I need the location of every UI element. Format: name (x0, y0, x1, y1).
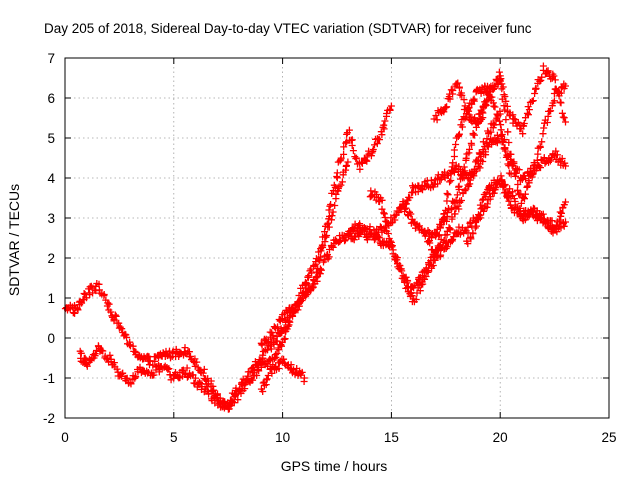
plus-markers (463, 172, 569, 248)
series-track-4 (257, 355, 308, 395)
axis-ticks: 0 5 10 15 20 25 -2 -1 0 1 2 3 4 5 6 7 (43, 51, 617, 445)
y-tick-label: 1 (47, 291, 55, 306)
y-tick-label: 5 (47, 131, 55, 146)
x-tick-label: 15 (384, 430, 399, 445)
y-tick-label: 0 (47, 331, 55, 346)
series-track-10 (430, 68, 569, 207)
plus-markers (430, 68, 569, 207)
y-tick-label: 6 (47, 91, 55, 106)
x-tick-label: 5 (170, 430, 178, 445)
y-tick-label: -1 (43, 371, 55, 386)
series-track-9 (463, 172, 569, 248)
x-tick-label: 10 (275, 430, 290, 445)
x-tick-label: 25 (601, 430, 616, 445)
chart-title: Day 205 of 2018, Sidereal Day-to-day VTE… (44, 21, 532, 36)
plot-frame (64, 57, 610, 419)
y-tick-label: 3 (47, 211, 55, 226)
y-tick-label: 7 (47, 51, 55, 66)
plus-markers (257, 102, 395, 349)
y-tick-label: 2 (47, 251, 55, 266)
data-points (61, 62, 569, 413)
x-axis-label: GPS time / hours (281, 458, 388, 474)
y-tick-label: -2 (43, 411, 55, 426)
y-axis-label: SDTVAR / TECUs (6, 184, 22, 296)
x-tick-label: 20 (493, 430, 508, 445)
x-tick-label: 0 (61, 430, 69, 445)
series-track-3 (257, 102, 395, 349)
y-tick-label: 4 (47, 171, 55, 186)
plus-markers (257, 355, 308, 395)
